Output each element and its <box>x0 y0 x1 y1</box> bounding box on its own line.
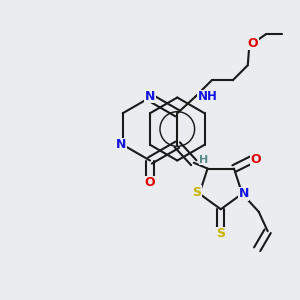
Text: S: S <box>216 227 225 240</box>
Text: NH: NH <box>198 90 218 103</box>
Text: H: H <box>199 155 208 165</box>
Text: O: O <box>250 153 261 166</box>
Text: O: O <box>248 37 258 50</box>
Text: N: N <box>116 138 126 151</box>
Text: S: S <box>192 186 201 199</box>
Text: N: N <box>238 187 249 200</box>
Text: N: N <box>145 89 155 103</box>
Text: O: O <box>145 176 155 190</box>
